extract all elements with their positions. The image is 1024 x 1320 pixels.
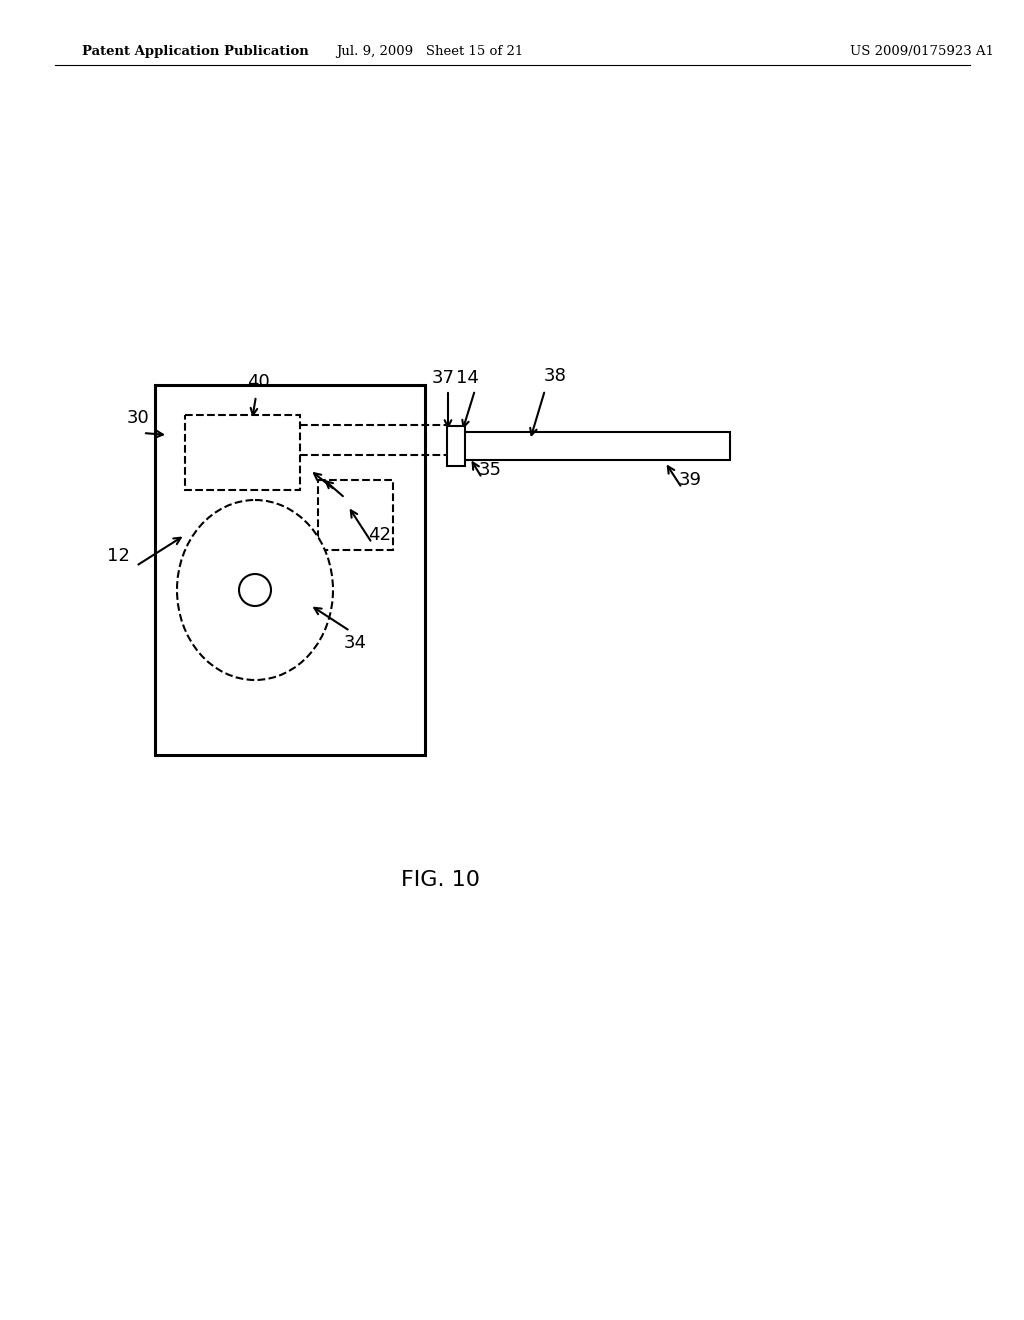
Bar <box>318 480 393 550</box>
Text: Patent Application Publication: Patent Application Publication <box>82 45 309 58</box>
Text: FIG. 10: FIG. 10 <box>400 870 480 890</box>
Text: 30: 30 <box>127 409 150 426</box>
Bar <box>185 414 300 490</box>
Text: 14: 14 <box>456 370 478 387</box>
Bar <box>447 426 465 466</box>
Bar <box>450 432 730 459</box>
Circle shape <box>239 574 271 606</box>
Text: 35: 35 <box>478 461 502 479</box>
Text: 37: 37 <box>431 370 455 387</box>
Text: Jul. 9, 2009   Sheet 15 of 21: Jul. 9, 2009 Sheet 15 of 21 <box>336 45 523 58</box>
Text: US 2009/0175923 A1: US 2009/0175923 A1 <box>850 45 994 58</box>
Text: 39: 39 <box>679 471 701 488</box>
Text: 34: 34 <box>343 634 367 652</box>
Text: 12: 12 <box>106 546 129 565</box>
Text: 42: 42 <box>369 525 391 544</box>
Ellipse shape <box>177 500 333 680</box>
Text: 40: 40 <box>247 374 269 391</box>
Bar <box>155 385 425 755</box>
Text: 38: 38 <box>544 367 566 385</box>
